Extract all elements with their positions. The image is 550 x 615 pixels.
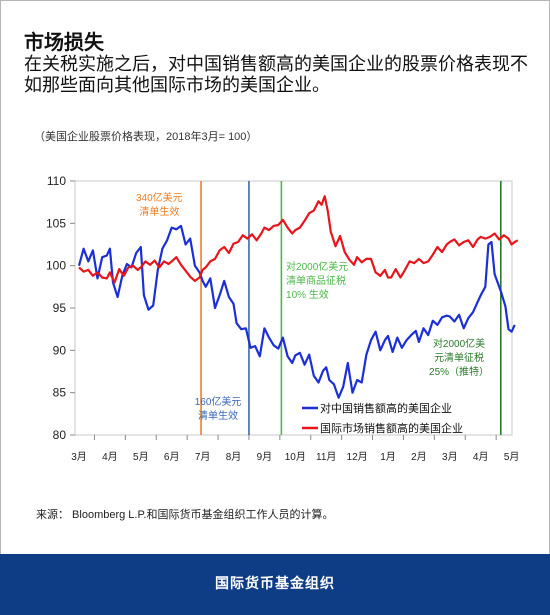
- legend-label-2: 国际市场销售额高的美国企业: [320, 421, 463, 435]
- plot-area-frame: [74, 180, 513, 436]
- y-tick-label: 110: [47, 174, 66, 188]
- x-tick-label-month: 9月: [257, 451, 273, 463]
- figure-title: 市场损失: [24, 30, 104, 54]
- y-tick-label: 85: [53, 386, 67, 400]
- series-china-line: [77, 224, 516, 399]
- event-label-4-line: 25%（推特）: [429, 365, 489, 378]
- event-label-2-line: 清单生效: [198, 409, 238, 422]
- event-label-3-line: 清单商品征税: [286, 274, 346, 287]
- x-tick-label-month: 10月: [285, 451, 306, 463]
- event-label-1-line: 清单生效: [139, 205, 179, 218]
- x-tick-label-month: 5月: [133, 451, 149, 463]
- y-tick-label: 80: [53, 428, 67, 442]
- x-tick-label-month: 3月: [442, 451, 458, 463]
- x-tick-label-month: 5月: [504, 451, 520, 463]
- y-tick-label: 105: [46, 216, 66, 230]
- event-label-3-line: 10% 生效: [286, 288, 329, 301]
- x-tick-label-month: 1月: [380, 451, 396, 463]
- event-label-4-line: 对2000亿美: [433, 337, 485, 350]
- x-tick-label-month: 4月: [102, 451, 118, 463]
- series-international-line: [78, 195, 519, 284]
- event-label-2-line: 160亿美元: [195, 395, 242, 408]
- event-label-3-line: 对2000亿美元: [286, 260, 348, 273]
- figure-subtitle: 在关税实施之后，对中国销售额高的美国企业的股票价格表现不如那些面向其他国际市场的…: [24, 54, 528, 96]
- x-tick-label-month: 7月: [195, 451, 211, 463]
- y-tick-label: 95: [53, 301, 67, 315]
- x-tick-label-month: 2月: [411, 451, 427, 463]
- source-note: 来源： Bloomberg L.P.和国际货币基金组织工作人员的计算。: [36, 509, 334, 521]
- y-tick-label: 100: [46, 259, 66, 273]
- stock-price-line-chart: 80 85 90 95 100 105 110 3月 4月 5月 6月 7月 8月 9月 10月 11月 12月…: [46, 174, 520, 463]
- event-label-4-line: 元清单征税: [434, 351, 484, 364]
- x-tick-label-month: 4月: [473, 451, 489, 463]
- x-tick-label-month: 12月: [347, 451, 368, 463]
- event-label-1-line: 340亿美元: [136, 191, 183, 204]
- chart-unit-note: （美国企业股票价格表现，2018年3月= 100）: [34, 131, 258, 143]
- x-tick-label-month: 8月: [226, 451, 242, 463]
- x-tick-label-month: 11月: [316, 451, 336, 463]
- header: 市场损失 在关税实施之后，对中国销售额高的美国企业的股票价格表现不如那些面向其他…: [24, 29, 534, 96]
- legend-label-1: 对中国销售额高的美国企业: [320, 401, 452, 415]
- x-tick-label-month: 6月: [164, 451, 180, 463]
- footer-bar: 国际货币基金组织: [0, 554, 550, 615]
- footer-org-name: 国际货币基金组织: [215, 576, 335, 592]
- y-tick-label: 90: [53, 343, 67, 357]
- x-tick-label-month: 3月: [71, 451, 87, 463]
